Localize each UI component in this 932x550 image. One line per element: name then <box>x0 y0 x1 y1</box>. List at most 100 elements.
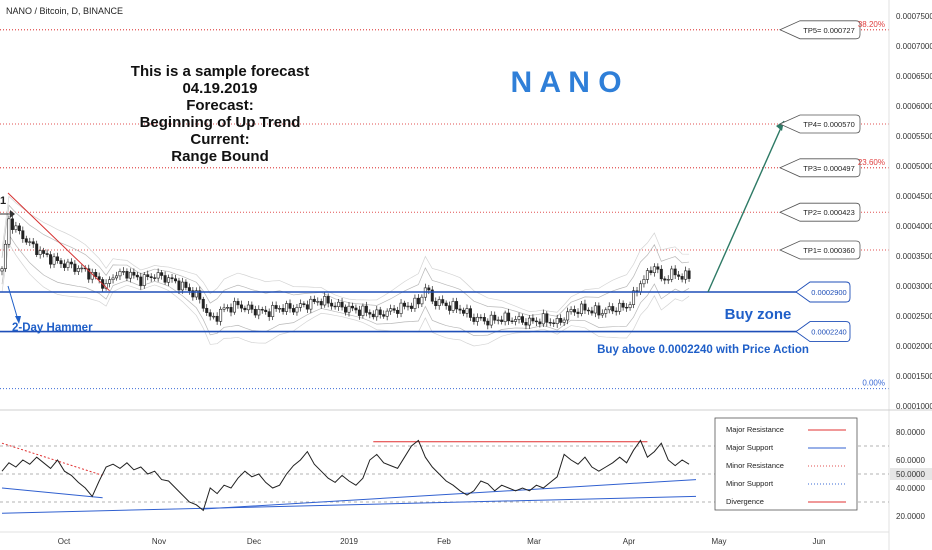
downtrend-line <box>7 192 110 292</box>
price-tick-label: 0.0003500 <box>896 252 932 261</box>
candle-body <box>295 307 299 313</box>
zone-box <box>795 281 851 303</box>
band-outer-lower <box>1 242 690 347</box>
candle-body <box>409 305 413 309</box>
target-box <box>779 114 861 134</box>
zone-box-label: 0.0002900 <box>811 288 846 297</box>
candle-body <box>545 313 549 323</box>
candle-body <box>7 218 11 245</box>
buy-zone-label: Buy zone <box>725 306 792 323</box>
candle-body <box>160 272 164 276</box>
osc-current-value-box <box>890 468 932 480</box>
price-pane: TP5= 0.000727 TP4= 0.000570 TP3= 0.000497 T… <box>0 20 889 390</box>
target-box-label: TP4= 0.000570 <box>803 120 855 129</box>
candle-body <box>403 302 407 307</box>
candle-body <box>198 290 202 300</box>
candle-body <box>538 321 542 325</box>
price-tick-label: 0.0005000 <box>896 162 932 171</box>
candle-body <box>49 254 53 265</box>
candle-body <box>316 301 320 303</box>
candle-body <box>333 305 337 308</box>
candle-body <box>215 315 219 322</box>
candle-body <box>479 316 483 319</box>
candle-body <box>3 243 7 269</box>
candle-body <box>274 305 278 309</box>
candle-body <box>139 276 143 286</box>
candle-body <box>489 314 493 326</box>
candle-body <box>135 274 139 278</box>
hammer-pointer <box>7 285 19 321</box>
candle-body <box>350 305 354 309</box>
candle-body <box>115 275 119 279</box>
candle-body <box>312 298 316 302</box>
candle-body <box>323 296 327 306</box>
candle-body <box>87 268 91 280</box>
candle-body <box>208 312 212 317</box>
candle-body <box>187 287 191 291</box>
hammer-pointer-head <box>15 316 21 324</box>
legend-label: Minor Support <box>726 479 774 488</box>
candle-body <box>534 320 538 323</box>
candle-body <box>73 263 77 272</box>
price-tick-label: 0.0002000 <box>896 342 932 351</box>
candle-body <box>45 253 49 255</box>
candle-body <box>0 268 4 272</box>
date-tick-label: Feb <box>437 537 451 546</box>
candle-body <box>579 303 583 314</box>
candle-body <box>583 303 587 311</box>
forecast-line-6: Range Bound <box>171 148 269 165</box>
candle-body <box>302 303 306 306</box>
nano-watermark: N A N O <box>510 66 621 99</box>
candle-body <box>611 306 615 312</box>
candle-body <box>118 271 122 277</box>
candle-body <box>680 276 684 280</box>
candle-body <box>167 277 171 283</box>
hammer-label: 2-Day Hammer <box>12 322 93 334</box>
candle-body <box>500 319 504 322</box>
candle-body <box>14 225 18 230</box>
candle-body <box>507 312 511 322</box>
candle-body <box>430 289 434 302</box>
date-axis: Oct Nov Dec 2019 Feb Mar Apr May Jun <box>58 537 826 546</box>
candle-body <box>291 308 295 313</box>
candle-body <box>267 311 271 317</box>
candle-body <box>288 303 292 309</box>
target-box-label: TP2= 0.000423 <box>803 208 855 217</box>
price-tick-label: 0.0006000 <box>896 102 932 111</box>
candle-body <box>663 278 667 281</box>
date-tick-label: Nov <box>152 537 166 546</box>
candle-body <box>555 318 559 324</box>
candle-body <box>607 306 611 311</box>
candle-body <box>232 301 236 313</box>
marker-arrow-head <box>10 210 15 218</box>
candle-body <box>645 270 649 280</box>
zone-box <box>795 321 851 343</box>
bollinger-bands <box>1 195 690 347</box>
candlestick-series <box>0 215 691 330</box>
candle-body <box>597 305 601 316</box>
target-box <box>779 20 861 40</box>
candle-body <box>573 309 577 313</box>
osc-tick-label: 60.0000 <box>896 456 925 465</box>
candle-body <box>527 317 531 326</box>
price-tick-label: 0.0004500 <box>896 192 932 201</box>
candle-body <box>569 309 573 313</box>
candle-body <box>52 256 56 265</box>
candle-body <box>305 304 309 310</box>
legend-label: Minor Resistance <box>726 461 784 470</box>
candle-body <box>62 263 66 268</box>
candle-body <box>309 298 313 310</box>
candle-body <box>586 309 590 312</box>
candle-body <box>264 309 268 312</box>
candle-body <box>281 308 285 312</box>
downtrend-segment <box>7 192 110 292</box>
candle-body <box>364 305 368 313</box>
candle-body <box>285 303 289 312</box>
legend-label: Major Resistance <box>726 425 784 434</box>
candle-body <box>656 266 660 270</box>
price-tick-label: 0.0002500 <box>896 312 932 321</box>
legend-frame <box>714 417 858 511</box>
candle-body <box>552 322 556 324</box>
candle-body <box>337 301 341 307</box>
